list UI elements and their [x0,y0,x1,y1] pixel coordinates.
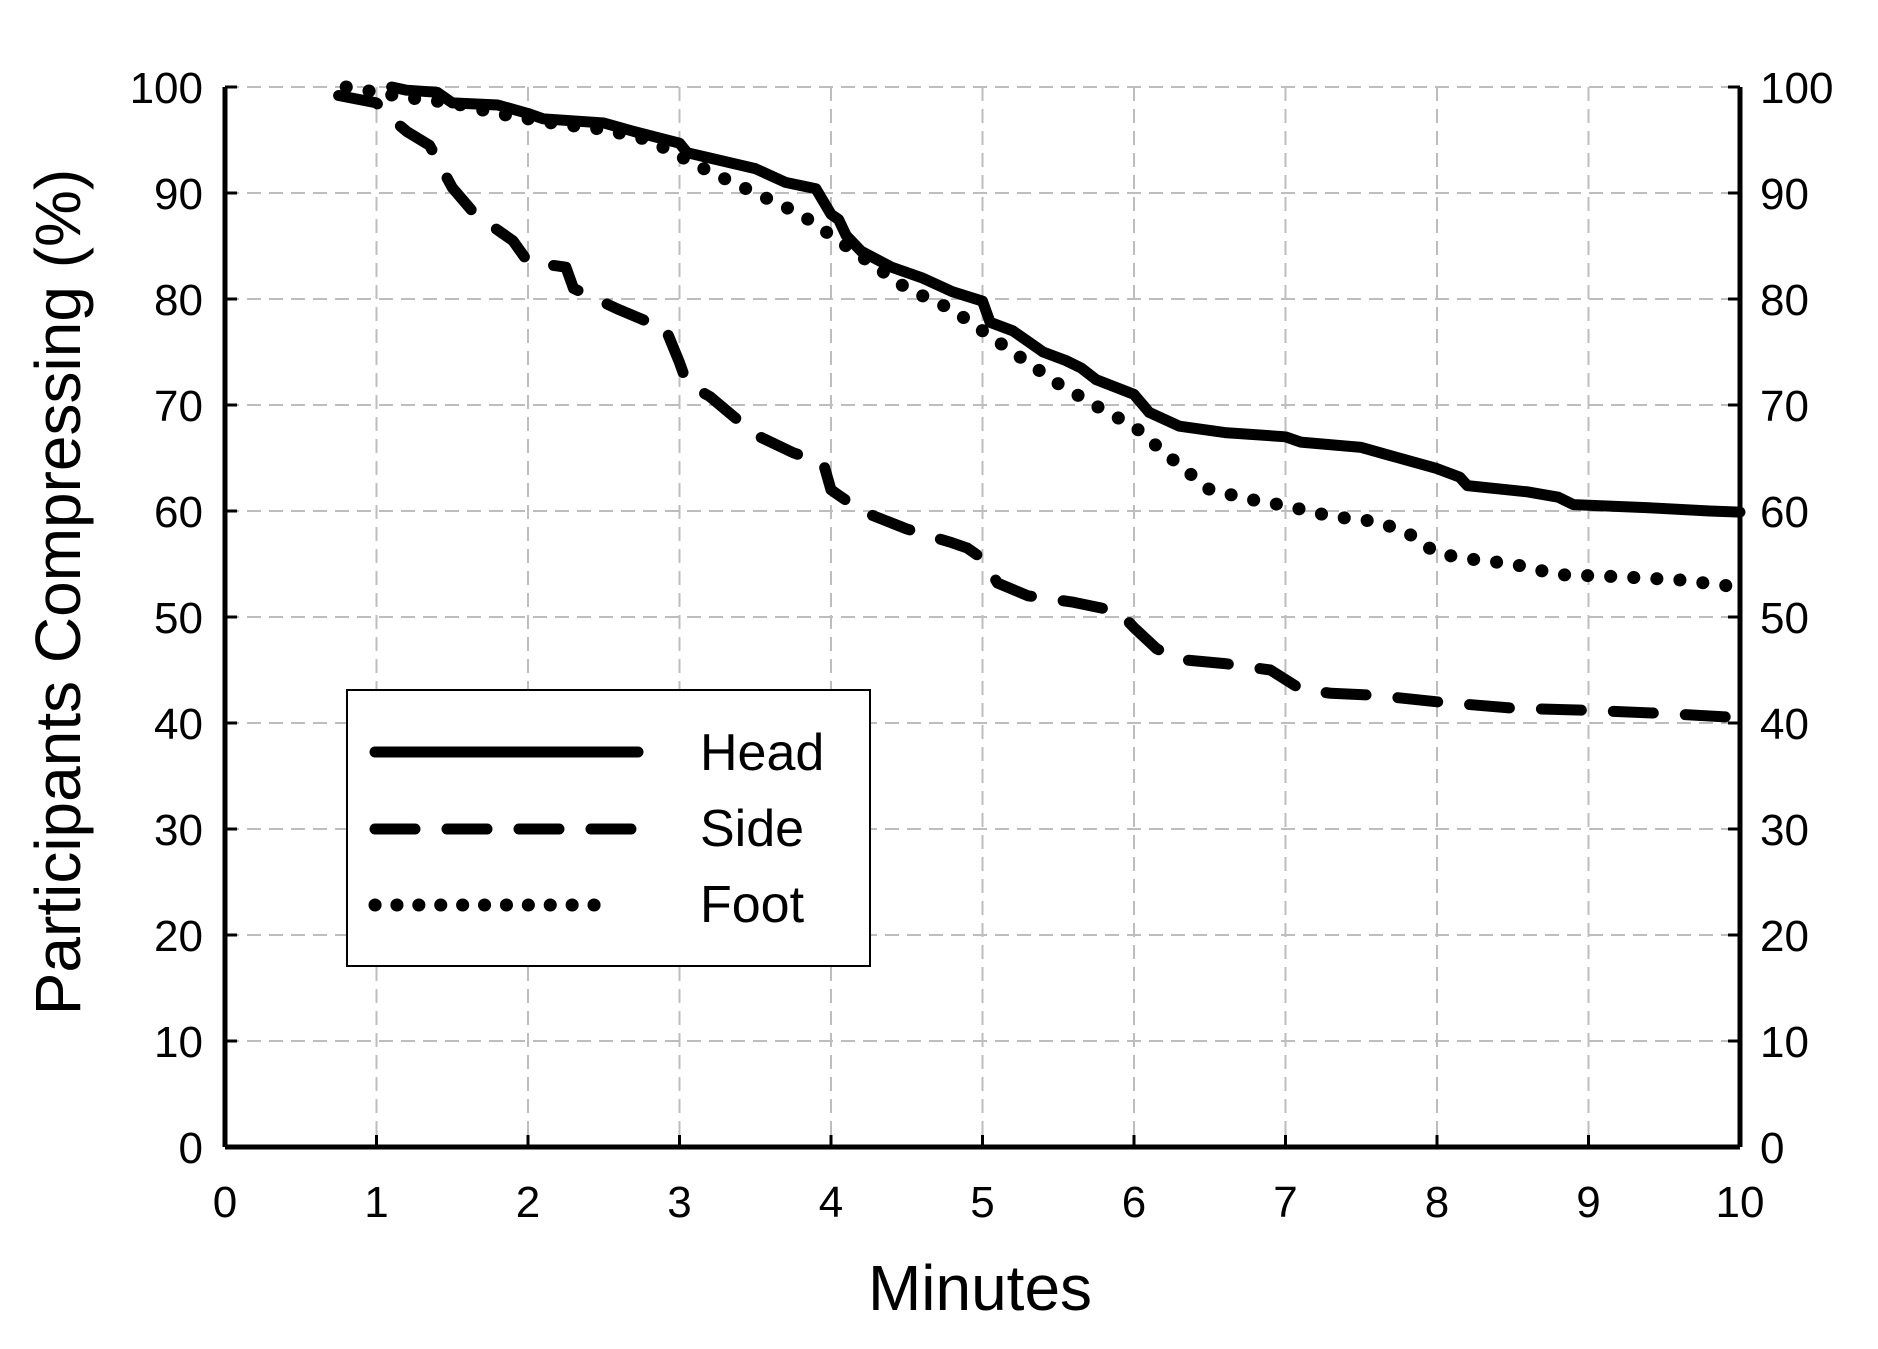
y-tick-label-right: 90 [1760,170,1809,219]
y-tick-label-right: 10 [1760,1018,1809,1067]
y-tick-label-right: 40 [1760,700,1809,749]
series-line-side [333,90,1746,724]
legend-label-head: Head [700,724,824,782]
y-tick-label-left: 60 [154,488,203,537]
x-tick-label: 3 [667,1178,691,1227]
y-tick-label-left: 50 [154,594,203,643]
y-tick-label-right: 50 [1760,594,1809,643]
y-tick-label-right: 100 [1760,64,1833,113]
y-tick-label-left: 10 [154,1018,203,1067]
y-tick-label-left: 0 [179,1124,203,1173]
y-tick-label-left: 40 [154,700,203,749]
x-tick-label: 4 [819,1178,843,1227]
y-tick-label-left: 80 [154,276,203,325]
x-tick-label: 0 [213,1178,237,1227]
x-tick-label: 10 [1716,1178,1765,1227]
grid-layer [225,86,1740,1147]
y-tick-label-right: 30 [1760,806,1809,855]
y-tick-label-right: 70 [1760,382,1809,431]
y-axis-title: Participants Compressing (%) [22,169,94,1016]
y-tick-label-right: 80 [1760,276,1809,325]
legend-label-foot: Foot [700,876,805,934]
y-tick-label-right: 60 [1760,488,1809,537]
axes-layer [222,85,1743,1150]
y-tick-label-left: 20 [154,912,203,961]
y-tick-label-left: 100 [130,64,203,113]
series-layer [333,80,1747,724]
x-tick-label: 9 [1576,1178,1600,1227]
legend-label-side: Side [700,800,804,858]
y-tick-label-right: 20 [1760,912,1809,961]
x-tick-label: 6 [1122,1178,1146,1227]
x-tick-label: 7 [1273,1178,1297,1227]
y-tick-label-right: 0 [1760,1124,1784,1173]
y-tick-label-left: 30 [154,806,203,855]
y-tick-label-left: 70 [154,382,203,431]
y-tick-label-left: 90 [154,170,203,219]
x-tick-label: 5 [970,1178,994,1227]
series-line-foot [339,80,1747,594]
x-tick-label: 8 [1425,1178,1449,1227]
x-tick-label: 1 [364,1178,388,1227]
x-tick-label: 2 [516,1178,540,1227]
x-axis-title: Minutes [868,1252,1092,1324]
legend: Head Side Foot [346,689,871,967]
